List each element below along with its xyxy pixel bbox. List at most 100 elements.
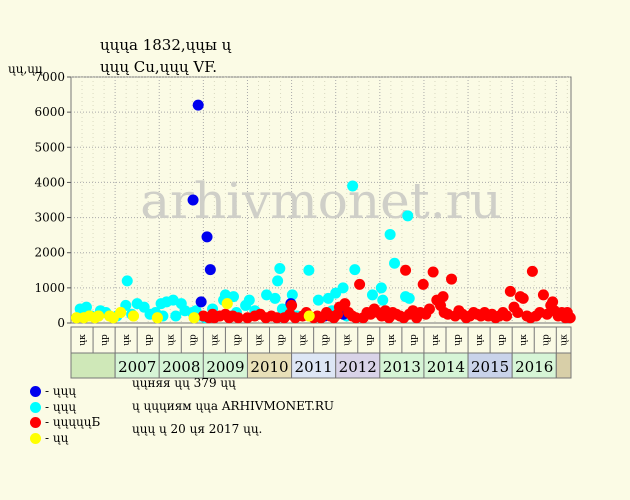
series-red-point xyxy=(564,312,576,324)
half-year-label: ųр xyxy=(144,334,154,346)
year-label: 2012 xyxy=(339,358,377,376)
series-cyan-point xyxy=(80,301,92,313)
year-label: 2010 xyxy=(250,358,288,376)
year-label: 2013 xyxy=(383,358,421,376)
y-tick-label: 0 xyxy=(57,316,65,330)
year-cell xyxy=(379,352,425,379)
half-year-label: ųк xyxy=(343,334,353,346)
half-year-label: ųк xyxy=(475,334,485,346)
year-cell xyxy=(423,352,469,379)
y-tick-label: 4000 xyxy=(34,175,65,189)
year-label: 2016 xyxy=(515,358,553,376)
series-cyan-point xyxy=(228,291,239,303)
half-year-label: ųр xyxy=(453,334,463,346)
series-cyan-point xyxy=(272,275,284,287)
legend-item-3: - ųųųųųБ xyxy=(30,415,100,429)
series-red-point xyxy=(400,264,412,276)
series-cyan-point xyxy=(389,257,401,269)
series-red-point xyxy=(427,266,439,278)
legend-swatch xyxy=(30,416,41,428)
half-year-label: ųк xyxy=(519,334,529,346)
half-year-label: ųр xyxy=(497,334,507,346)
series-red-point xyxy=(446,273,458,285)
series-blue-point xyxy=(201,231,213,243)
half-year-label: ųк xyxy=(122,334,132,346)
half-year-label: ųр xyxy=(277,334,287,346)
series-red-point xyxy=(512,306,524,318)
series-red-point xyxy=(537,289,549,301)
half-year-label: ųк xyxy=(78,334,88,346)
series-cyan-point xyxy=(347,180,359,192)
series-cyan-point xyxy=(286,289,298,301)
series-blue-point xyxy=(192,99,204,111)
year-label: 2008 xyxy=(162,358,200,376)
info-line-3: ųųų ų 20 ųя 2017 ųų. xyxy=(132,422,263,436)
series-cyan-point xyxy=(349,264,361,276)
legend-swatch xyxy=(30,401,41,413)
half-year-label: ųк xyxy=(210,334,220,346)
watermark: arhivmonet.ru xyxy=(140,172,502,230)
series-red-point xyxy=(437,291,449,303)
series-cyan-point xyxy=(261,289,273,301)
series-red-point xyxy=(526,265,538,277)
series-yellow-point-top xyxy=(303,310,315,322)
year-cell-lead xyxy=(70,352,116,379)
half-year-label: ųк xyxy=(255,334,265,346)
year-label: 2011 xyxy=(295,358,333,376)
series-cyan-point xyxy=(269,292,281,304)
series-red-point xyxy=(354,278,366,290)
legend-item-1: - ųųų xyxy=(30,384,76,398)
y-tick-label: 1000 xyxy=(34,281,65,295)
half-year-label: ųр xyxy=(321,334,331,346)
series-cyan-point xyxy=(366,289,378,301)
half-year-label: ųк xyxy=(431,334,441,346)
series-yellow-point-top xyxy=(93,310,105,322)
half-year-label: ųк xyxy=(166,334,176,346)
series-blue-point xyxy=(204,264,216,276)
half-year-label: ųр xyxy=(409,334,419,346)
year-cell xyxy=(511,352,557,379)
half-year-label: ųр xyxy=(541,334,551,346)
series-red-point xyxy=(547,296,559,308)
y-axis-unit-label: ųų,ųų xyxy=(8,62,43,76)
year-label: 2014 xyxy=(427,358,465,376)
series-blue-point xyxy=(195,296,207,308)
half-year-label: ųр xyxy=(365,334,375,346)
y-tick-label: 7000 xyxy=(34,70,65,84)
series-yellow-point-top xyxy=(151,312,163,324)
series-cyan-point xyxy=(384,228,396,240)
series-cyan-point xyxy=(243,294,255,306)
series-red-point xyxy=(504,285,516,297)
half-year-label: ųр xyxy=(100,334,110,346)
series-cyan-point xyxy=(312,294,324,306)
legend-item-2: - ųųų xyxy=(30,400,76,414)
info-line-2: ų ųųųиям ųųа ARHIVMONET.RU xyxy=(132,399,335,413)
series-cyan-point xyxy=(402,210,414,222)
series-cyan-point xyxy=(337,282,349,294)
series-cyan-point xyxy=(403,292,415,304)
y-tick-label: 5000 xyxy=(34,140,65,154)
legend-swatch xyxy=(30,432,41,444)
legend-item-4: - ųų xyxy=(30,431,68,445)
series-red-point xyxy=(423,303,435,315)
half-year-label: ųр xyxy=(188,334,198,346)
info-line-1: ųųняя ųų 379 ųų xyxy=(132,376,236,390)
year-label: 2007 xyxy=(118,358,156,376)
half-year-label: ųк xyxy=(560,334,570,346)
y-tick-label: 3000 xyxy=(34,211,65,225)
year-label: 2015 xyxy=(471,358,509,376)
series-yellow-point-top xyxy=(221,298,233,310)
series-cyan-point xyxy=(274,263,286,275)
series-cyan-point xyxy=(377,294,389,306)
series-cyan-point xyxy=(170,310,182,322)
year-label: 2009 xyxy=(206,358,244,376)
series-red-point xyxy=(501,310,513,322)
series-blue-point xyxy=(187,194,199,206)
y-tick-label: 6000 xyxy=(34,105,65,119)
year-cell-tail xyxy=(555,352,572,379)
half-year-label: ųр xyxy=(232,334,242,346)
series-cyan-point xyxy=(121,275,133,287)
chart-title-line-1: ųųųа 1832,ųųы ų xyxy=(100,36,232,54)
series-yellow-point-top xyxy=(188,312,200,324)
